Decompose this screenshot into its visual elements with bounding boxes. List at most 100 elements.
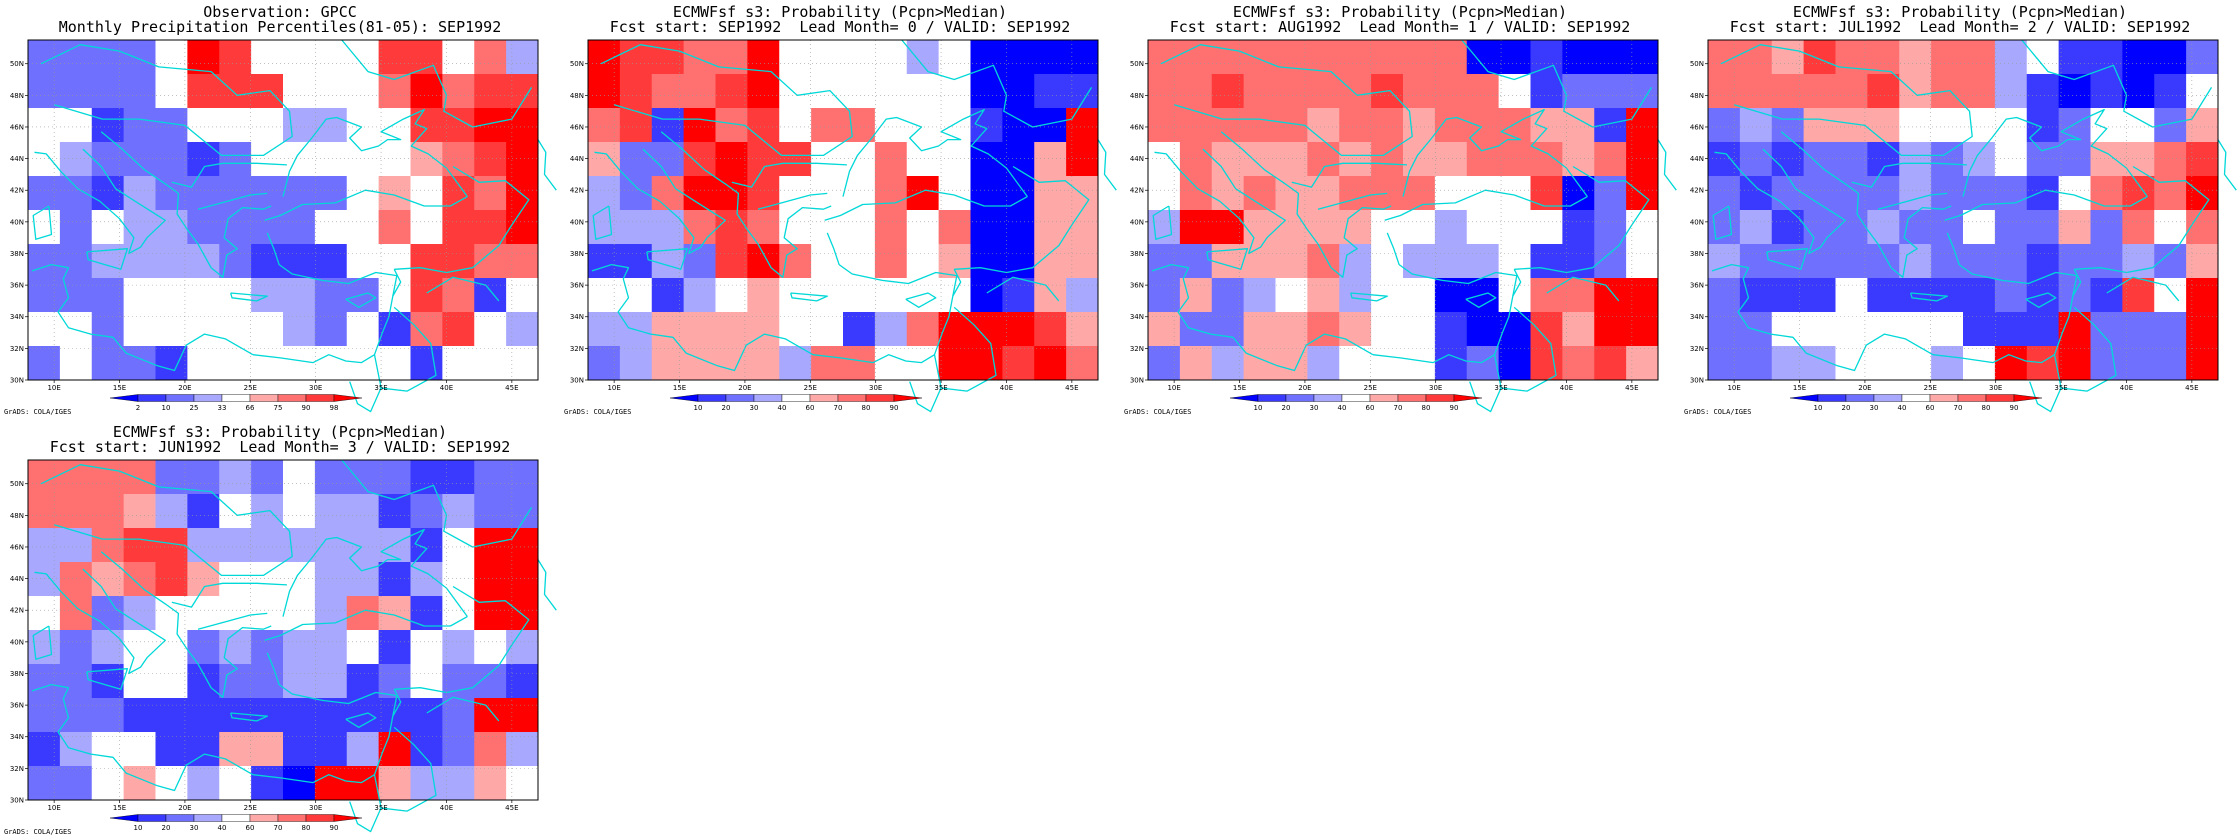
lat-tick-label: 44N [1690,155,1704,163]
color-bar-label: 20 [722,404,731,412]
grid-cell [251,346,284,381]
grid-cell [314,176,348,211]
grid-cell [1594,142,1627,177]
grid-cell [346,732,380,767]
grid-cell [683,142,716,177]
grid-cell [1403,74,1436,109]
grid-cell [28,244,61,279]
grid-cell [970,40,1003,75]
grid-cell [1179,108,1213,143]
color-bar-label: 60 [806,404,815,412]
grid-cell [874,74,908,109]
grid-cell [219,732,252,767]
grid-cell [1275,74,1308,109]
grid-cell [715,244,748,279]
grid-cell [1899,142,1932,177]
grid-cell [91,142,125,177]
grid-cell [187,278,220,313]
coastline-segment [100,131,272,278]
lon-tick-label: 45E [505,384,518,392]
grid-cell [59,562,93,597]
coastline-segment [1152,205,1173,240]
color-bar-arrow-low [1789,394,1819,402]
grid-cell [1835,312,1868,347]
grid-cell [2122,312,2155,347]
grid-cell [779,346,812,381]
grid-cell [1771,176,1805,211]
grid-cell [938,210,971,245]
grid-cell [2186,210,2219,245]
coastline-segment [790,292,828,302]
grid-cell [442,40,475,75]
coastline-segment [1962,108,2148,197]
grid-cell [874,176,908,211]
grid-cell [1403,346,1436,381]
grid-cell [843,210,876,245]
coastline-segment [757,192,828,210]
color-bar-arrow-high [333,814,363,822]
grid-cell [2058,40,2091,75]
color-bar-label: 90 [1450,404,1459,412]
grid-cell [91,698,125,733]
grid-cell [1034,40,1067,75]
grid-cell [2122,244,2155,279]
grid-cell [1243,278,1276,313]
coastline-segment [1514,165,1650,274]
grid-cell [91,40,125,75]
grid-cell [442,346,475,381]
panel-subtitle: Fcst start: SEP1992 Lead Month= 0 / VALI… [609,18,1071,36]
grid-cell [1803,312,1836,347]
grid-cell [123,74,156,109]
grid-cell [283,244,316,279]
grid-cell [410,74,443,109]
map-frame [1147,39,1659,381]
grid-cell [474,460,507,495]
grid-cell [1498,346,1531,381]
grid-cell [442,664,475,699]
grid-cell [410,494,443,529]
color-bar-label: 70 [274,824,283,832]
color-bar-label: 30 [750,404,759,412]
grid-cell [314,312,348,347]
grid-cell [619,210,653,245]
grid-cell [59,630,93,665]
lat-tick-label: 36N [570,282,584,290]
grid-cell [1803,244,1836,279]
grid-cell [442,312,475,347]
panel-observation: Observation: GPCC Monthly Precipitation … [0,0,560,420]
color-bar-label: 60 [1366,404,1375,412]
coastline-segment [345,712,377,728]
grid-cell [1803,278,1836,313]
grid-cell [314,346,348,381]
grid-cell [91,766,125,801]
panel-forecast-lead1: ECMWFsf s3: Probability (Pcpn>Median) Fc… [1120,0,1680,420]
coastline-segment [1469,354,1502,413]
grid-cell [1594,346,1627,381]
grid-cell [219,562,252,597]
grid-cell [506,40,539,75]
grid-cell [2186,312,2219,347]
color-bar-box [1845,394,1875,402]
grid-cell [1243,74,1276,109]
grid-cell [283,346,316,381]
grid-cell [1002,210,1035,245]
grid-cell [1994,142,2028,177]
grid-cell [251,40,284,75]
color-bar-box [697,394,727,402]
grid-cell [1899,40,1932,75]
grid-cell [1771,74,1805,109]
lat-tick-label: 32N [1130,345,1144,353]
grid-cell [2186,176,2219,211]
lon-tick-label: 25E [804,384,817,392]
map-frame [1707,39,2219,381]
grid-cell [1403,142,1436,177]
grid-cell [970,142,1003,177]
color-bar-box [725,394,755,402]
grid-cell [251,176,284,211]
coastline-segment [345,292,377,308]
grid-cell [1211,278,1245,313]
lon-tick-label: 10E [1167,384,1180,392]
grid-cell [155,142,188,177]
lat-tick-label: 44N [10,575,24,583]
grid-cell [619,40,653,75]
